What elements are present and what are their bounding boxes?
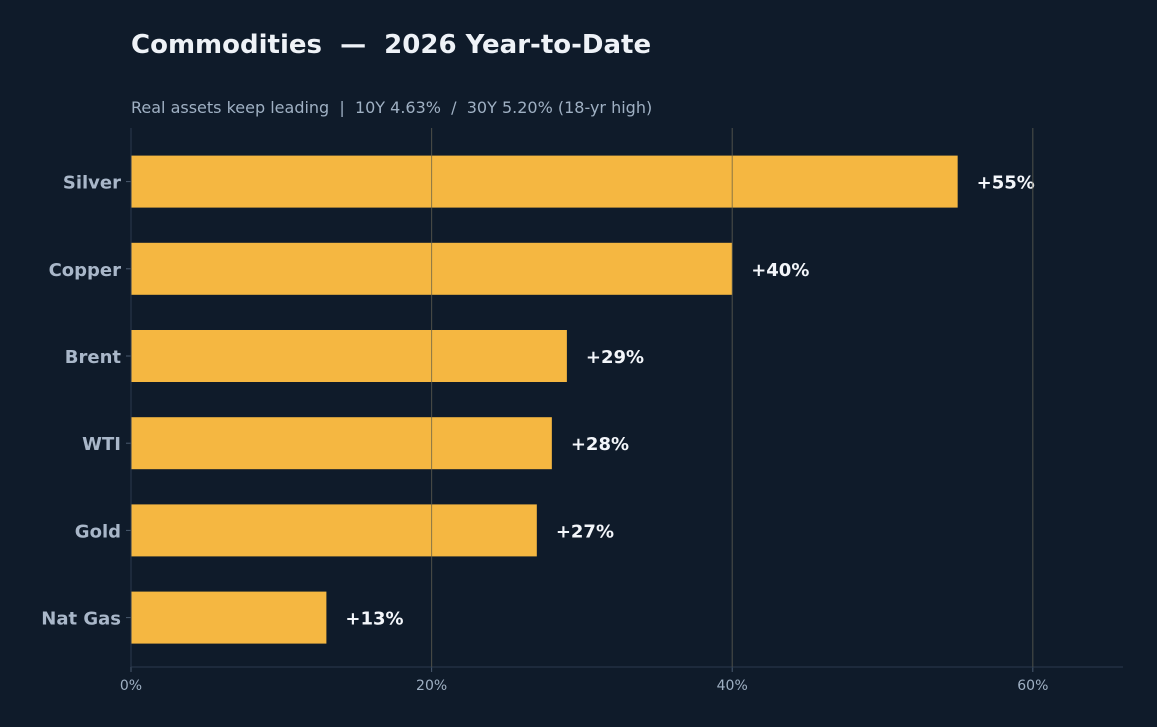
- value-label: +29%: [586, 347, 644, 368]
- bar: [131, 330, 567, 382]
- axes: 0% 20% 40% 60%: [120, 128, 1123, 694]
- value-label: +28%: [571, 434, 629, 455]
- bar: [131, 591, 327, 644]
- value-label: +27%: [556, 521, 614, 542]
- bars: [131, 155, 958, 644]
- x-tick-label: 40%: [717, 678, 748, 694]
- x-tick-label: 60%: [1017, 678, 1048, 694]
- value-label: +13%: [345, 609, 403, 630]
- bar: [131, 504, 537, 557]
- bar: [131, 417, 552, 470]
- bar: [131, 155, 958, 208]
- category-label: Gold: [75, 521, 121, 542]
- chart-title: Commodities — 2026 Year-to-Date: [131, 30, 652, 60]
- category-label: Brent: [65, 347, 122, 368]
- chart-subtitle: Real assets keep leading | 10Y 4.63% / 3…: [131, 98, 653, 117]
- category-label: Copper: [49, 260, 122, 281]
- category-label: Nat Gas: [41, 609, 121, 630]
- value-label: +40%: [751, 260, 809, 281]
- x-tick-label: 20%: [416, 678, 447, 694]
- category-label: Silver: [63, 173, 121, 194]
- labels: Silver +55% Copper +40% Brent +29% WTI +28% Gold…: [41, 128, 1035, 667]
- x-tick-label: 0%: [120, 678, 142, 694]
- value-label: +55%: [977, 173, 1035, 194]
- grid-lines: [130, 128, 1034, 667]
- category-label: WTI: [82, 434, 121, 455]
